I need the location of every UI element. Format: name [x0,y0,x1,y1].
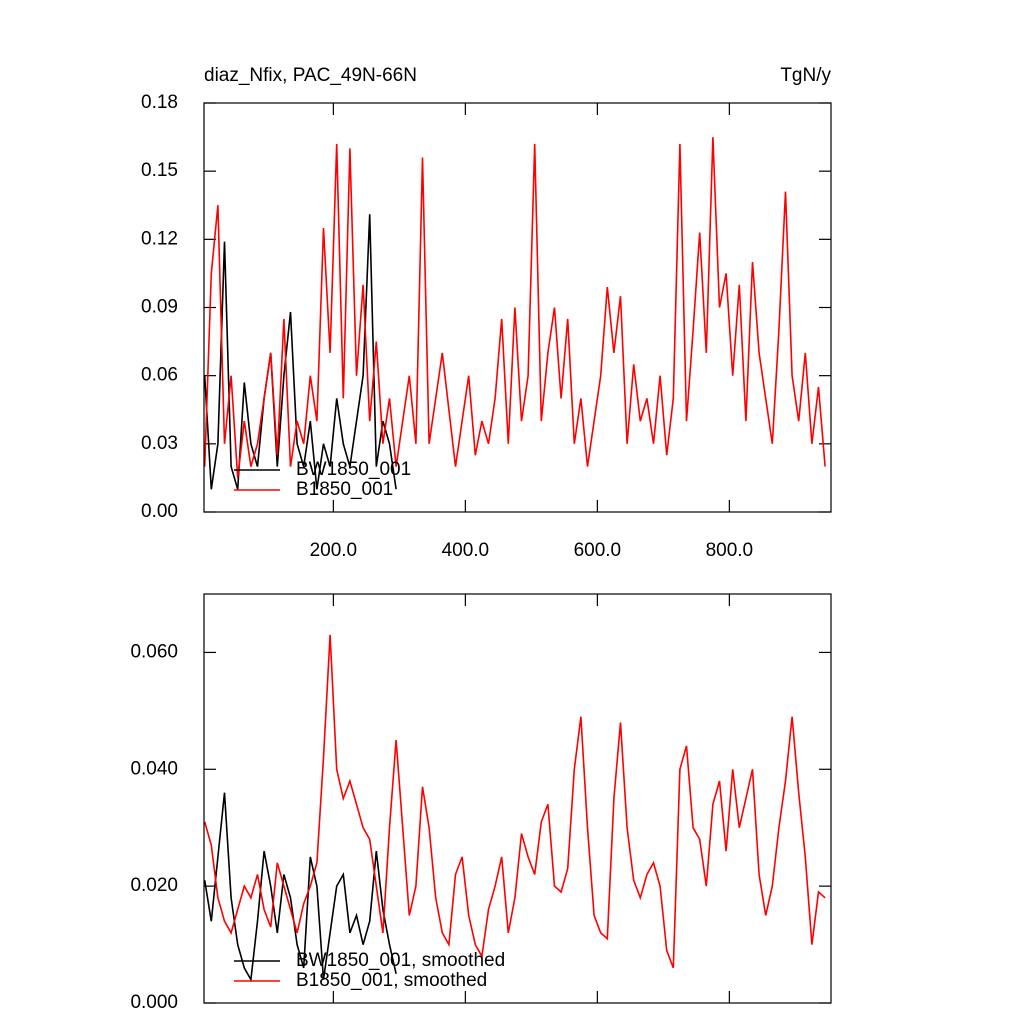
legend-label: B1850_001 [296,479,393,500]
y-tick-label: 0.12 [141,228,178,249]
data-line [203,634,826,969]
legend-label: B1850_001, smoothed [296,970,487,991]
chart-title: diaz_Nfix, PAC_49N-66N [204,65,417,86]
data-line [203,792,397,983]
x-tick-label: 800.0 [706,540,754,561]
units-label: TgN/y [780,65,831,86]
legend-label: BW1850_001 [296,459,411,480]
legend-label: BW1850_001, smoothed [296,950,505,971]
y-tick-label: 0.040 [130,758,178,779]
x-tick-label: 200.0 [310,540,358,561]
x-tick-label: 400.0 [442,540,490,561]
x-tick-label: 600.0 [574,540,622,561]
y-tick-label: 0.15 [141,160,178,181]
data-line [203,214,397,490]
y-tick-label: 0.060 [130,641,178,662]
plot-frame [203,102,832,513]
y-tick-label: 0.06 [141,365,178,386]
y-tick-label: 0.00 [141,501,178,522]
plot-frame [203,593,832,1004]
y-tick-label: 0.000 [130,992,178,1013]
y-tick-label: 0.03 [141,433,178,454]
y-tick-label: 0.18 [141,92,178,113]
data-line [203,137,826,478]
y-tick-label: 0.09 [141,297,178,318]
y-tick-label: 0.020 [130,875,178,896]
